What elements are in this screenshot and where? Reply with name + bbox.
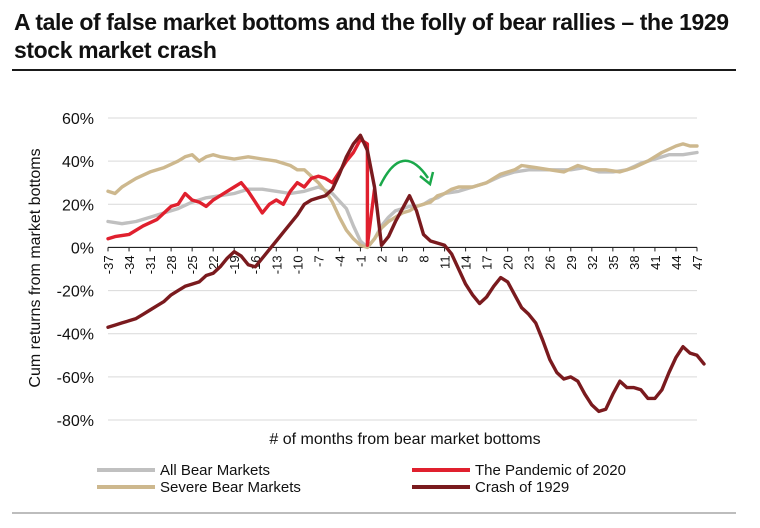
green-arrowhead bbox=[419, 171, 435, 187]
legend-label: Crash of 1929 bbox=[475, 479, 569, 496]
x-tick-label: -25 bbox=[185, 255, 200, 274]
y-tick-label: -80% bbox=[57, 413, 94, 430]
x-tick-label: -28 bbox=[164, 255, 179, 274]
bottom-divider bbox=[12, 512, 736, 514]
x-tick-label: -4 bbox=[332, 255, 347, 267]
y-tick-label: -20% bbox=[57, 284, 94, 301]
green-curved-arrow bbox=[378, 159, 430, 187]
x-tick-label: 11 bbox=[438, 255, 453, 269]
series-line-2 bbox=[106, 142, 699, 250]
x-tick-label: -34 bbox=[122, 255, 137, 274]
y-tick-label: -40% bbox=[57, 327, 94, 344]
x-tick-label: 41 bbox=[648, 255, 663, 269]
x-tick-label: 2 bbox=[374, 255, 389, 262]
x-axis bbox=[107, 246, 698, 252]
x-tick-label: -37 bbox=[101, 255, 116, 274]
x-axis-label: # of months from bear market bottoms bbox=[269, 431, 540, 448]
x-axis-ticks: -37 -34 -31 -28 -25 -22 -19 -16 -13 -10 -7 -4 -1 2 5 8 1… bbox=[101, 255, 705, 274]
x-tick-label: 35 bbox=[606, 255, 621, 269]
x-tick-label: 38 bbox=[627, 255, 642, 269]
legend-label: All Bear Markets bbox=[160, 462, 270, 479]
y-tick-label: 60% bbox=[62, 111, 94, 128]
y-tick-label: 0% bbox=[71, 240, 94, 257]
y-tick-label: -60% bbox=[57, 370, 94, 387]
x-tick-label: 14 bbox=[459, 255, 474, 269]
y-axis-ticks: -80% -60% -40% -20% 0% 20% 40% 60% bbox=[57, 111, 94, 430]
x-tick-label: 20 bbox=[501, 255, 516, 269]
y-axis-label: Cum returns from market bottoms bbox=[27, 148, 44, 387]
x-tick-label: -10 bbox=[290, 255, 305, 274]
title-divider bbox=[12, 69, 736, 71]
x-tick-label: 5 bbox=[396, 255, 411, 262]
series-line-4 bbox=[106, 133, 706, 414]
x-tick-label: 23 bbox=[522, 255, 537, 269]
x-tick-label: -7 bbox=[311, 255, 326, 267]
x-tick-label: 29 bbox=[564, 255, 579, 269]
y-tick-label: 20% bbox=[62, 197, 94, 214]
x-tick-label: -1 bbox=[353, 255, 368, 267]
x-tick-label: -13 bbox=[269, 255, 284, 274]
x-tick-label: 26 bbox=[543, 255, 558, 269]
x-tick-label: -19 bbox=[227, 255, 242, 274]
y-tick-label: 40% bbox=[62, 154, 94, 171]
x-tick-label: 17 bbox=[480, 255, 495, 269]
x-tick-label: 8 bbox=[417, 255, 432, 262]
x-tick-label: 47 bbox=[690, 255, 705, 269]
series-lines bbox=[106, 133, 706, 414]
x-tick-label: 44 bbox=[669, 255, 684, 269]
legend-label: The Pandemic of 2020 bbox=[475, 462, 626, 479]
legend-label: Severe Bear Markets bbox=[160, 479, 301, 496]
annotation-arrow bbox=[378, 159, 435, 187]
chart-title: A tale of false market bottoms and the f… bbox=[14, 9, 729, 63]
x-tick-label: -31 bbox=[143, 255, 158, 274]
x-tick-label: 32 bbox=[585, 255, 600, 269]
